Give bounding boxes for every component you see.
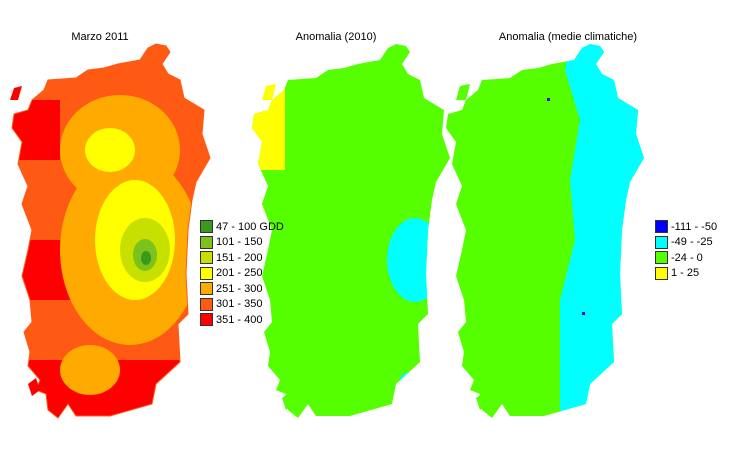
panel-title-anomaly-2010: Anomalia (2010) (295, 31, 377, 43)
legend-swatch (655, 251, 668, 265)
legend-swatch (200, 220, 213, 234)
legend-gdd-row: 351 - 400 (200, 312, 284, 328)
asinara-island-climate (456, 84, 470, 100)
legend-swatch (655, 220, 668, 234)
sant-antioco-island-2010 (282, 392, 294, 410)
legend-swatch (200, 297, 213, 311)
legend-gdd-row: 201 - 250 (200, 266, 284, 282)
panel-title-march-2011: Marzo 2011 (71, 31, 129, 43)
asinara-island (10, 86, 22, 100)
legend-gdd-row: 151 - 200 (200, 250, 284, 266)
legend-anomaly-row: 1 - 25 (655, 266, 717, 282)
legend-swatch (655, 266, 668, 280)
legend-anomaly: -111 - -50 -49 - -25 -24 - 0 1 - 25 (655, 219, 717, 281)
legend-gdd-row: 47 - 100 GDD (200, 219, 284, 235)
legend-swatch (200, 235, 213, 249)
legend-swatch (200, 251, 213, 265)
legend-anomaly-row: -24 - 0 (655, 250, 717, 266)
panel-title-anomaly-climate: Anomalia (medie climatiche) (498, 31, 638, 43)
legend-gdd-row: 101 - 150 (200, 235, 284, 251)
legend-swatch (200, 282, 213, 296)
legend-anomaly-row: -49 - -25 (655, 235, 717, 251)
asinara-island-2010 (262, 84, 276, 100)
legend-gdd-row: 251 - 300 (200, 281, 284, 297)
legend-swatch (200, 313, 213, 327)
map-anomaly-climate (446, 44, 644, 418)
map-march-2011 (10, 43, 211, 419)
legend-gdd-row: 301 - 350 (200, 297, 284, 313)
legend-anomaly-row: -111 - -50 (655, 219, 717, 235)
legend-swatch (655, 235, 668, 249)
sant-antioco-island (28, 378, 40, 396)
sant-antioco-island-climate (476, 392, 488, 410)
legend-gdd: 47 - 100 GDD 101 - 150 151 - 200 201 - 2… (200, 219, 284, 328)
legend-swatch (200, 266, 213, 280)
